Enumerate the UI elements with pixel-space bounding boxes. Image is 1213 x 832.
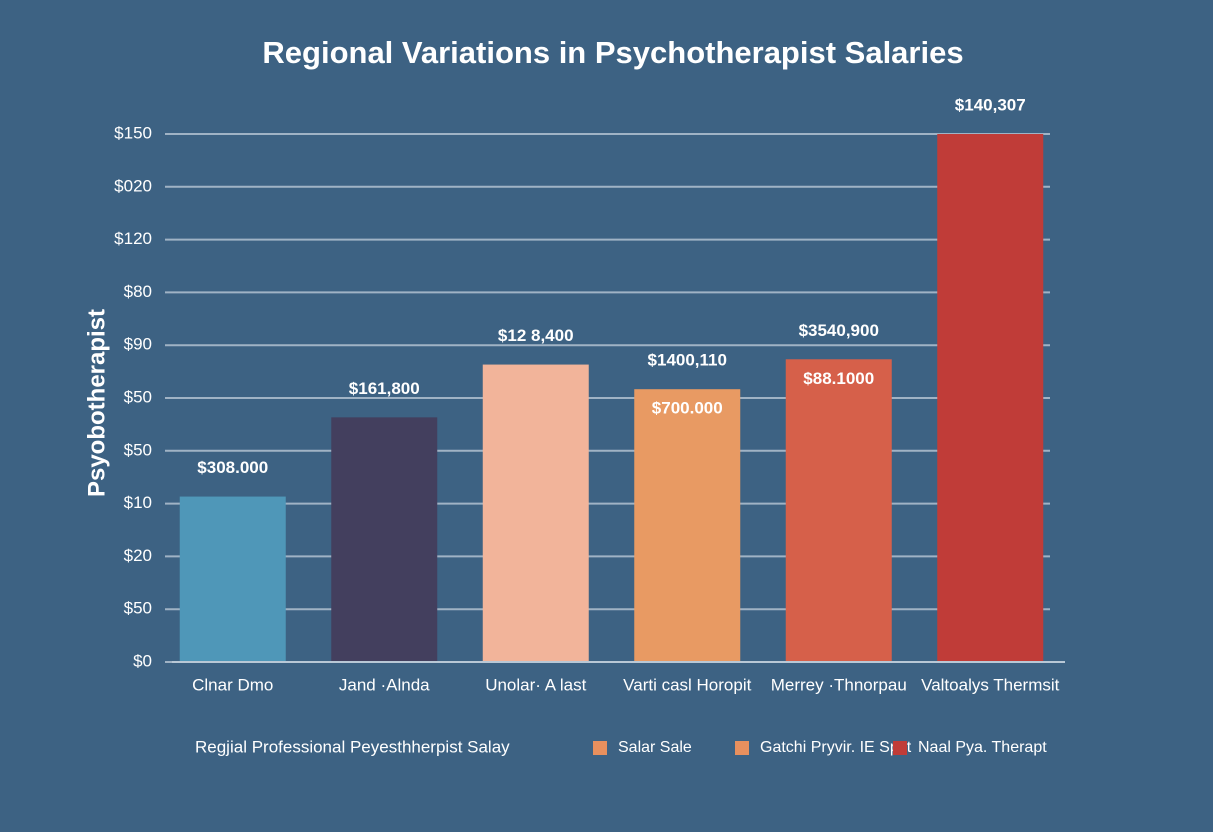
x-tick-label: Varti casl Horopit — [623, 675, 751, 694]
bar — [634, 389, 741, 662]
bar-label: $1400,110 — [648, 351, 727, 370]
bar — [482, 364, 589, 662]
bar-label: $12 8,400 — [498, 326, 574, 345]
y-tick-label: $120 — [114, 229, 152, 248]
legend-label: Gatchi Pryvir. IE Spct — [760, 739, 912, 756]
legend-swatch — [893, 741, 907, 755]
y-tick-label: $20 — [124, 546, 152, 565]
bar — [179, 496, 286, 662]
y-tick-label: $0 — [133, 651, 152, 670]
legend-label: Salar Sale — [618, 739, 692, 756]
x-tick-label: Unolar· A last — [485, 675, 586, 694]
chart-title: Regional Variations in Psychotherapist S… — [262, 35, 963, 70]
bar — [937, 134, 1044, 662]
bar — [785, 359, 892, 662]
bar-label: $140,307 — [955, 95, 1026, 114]
y-tick-label: $50 — [124, 599, 152, 618]
y-tick-label: $50 — [124, 440, 152, 459]
bar — [331, 417, 438, 662]
y-tick-label: $150 — [114, 123, 152, 142]
legend-label: Naal Pya. Therapt — [918, 739, 1047, 756]
x-axis-title: Regjial Professional Peyesthherpist Sala… — [195, 737, 510, 756]
bar-label: $3540,900 — [799, 321, 879, 340]
y-tick-label: $80 — [124, 282, 152, 301]
y-tick-label: $90 — [124, 335, 152, 354]
y-tick-label: $020 — [114, 176, 152, 195]
bar-label: $700.000 — [652, 399, 723, 418]
legend-swatch — [593, 741, 607, 755]
x-tick-label: Jand ·Alnda — [339, 675, 430, 694]
x-tick-label: Merrey ·Thnorpau — [771, 675, 907, 694]
x-tick-label: Clnar Dmo — [192, 675, 273, 694]
legend-swatch — [735, 741, 749, 755]
y-axis-title: Psyobotherapist — [83, 309, 110, 497]
bar-label: $161,800 — [349, 379, 420, 398]
bar-label: $308.000 — [197, 458, 268, 477]
y-tick-label: $10 — [124, 493, 152, 512]
y-tick-label: $50 — [124, 387, 152, 406]
x-tick-label: Valtoalys Thermsit — [921, 675, 1060, 694]
bar-label: $88.1000 — [803, 369, 874, 388]
